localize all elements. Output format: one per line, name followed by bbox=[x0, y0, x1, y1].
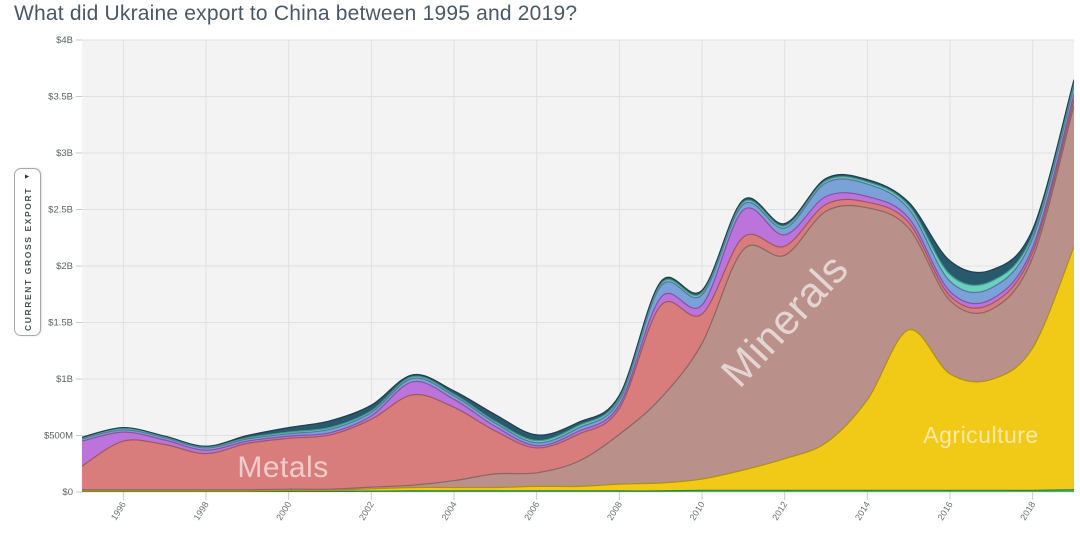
x-tick-label: 2008 bbox=[605, 500, 624, 522]
area-edge-other-teal bbox=[82, 82, 1074, 448]
area-label-metals: Metals bbox=[237, 451, 328, 484]
area-edge-other-blue bbox=[82, 86, 1074, 449]
area-edge-minerals bbox=[82, 105, 1074, 491]
x-tick-label: 2016 bbox=[936, 500, 955, 522]
x-axis: 1996 1998 2000 2002 2004 2006 2008 2010 2012 2014… bbox=[109, 492, 1037, 522]
area-label-agriculture: Agriculture bbox=[923, 422, 1038, 448]
page-title: What did Ukraine export to China between… bbox=[14, 2, 578, 25]
x-tick-label: 2018 bbox=[1018, 500, 1037, 522]
x-tick-label: 1998 bbox=[192, 500, 211, 522]
area-edge-agriculture bbox=[82, 246, 1074, 492]
dropdown-caret-icon: ▼ bbox=[24, 173, 31, 180]
y-tick-label: $2.5B bbox=[48, 205, 73, 216]
y-axis: $0 $500M $1B $1.5B $2B $2.5B $3B $3.5B $4B bbox=[44, 35, 82, 498]
area-edge-metals bbox=[82, 99, 1074, 467]
x-tick-label: 2000 bbox=[274, 500, 293, 522]
x-tick-label: 2002 bbox=[357, 500, 376, 522]
current-gross-export-button[interactable]: CURRENT GROSS EXPORT ▼ bbox=[14, 168, 41, 336]
x-tick-label: 2010 bbox=[688, 500, 707, 522]
area-edge-other-purple bbox=[82, 94, 1074, 451]
x-tick-label: 2004 bbox=[440, 500, 459, 522]
y-tick-label: $2B bbox=[56, 261, 73, 272]
y-tick-label: $1B bbox=[56, 374, 73, 385]
x-tick-label: 2014 bbox=[853, 500, 872, 522]
x-tick-label: 1996 bbox=[109, 500, 128, 522]
area-series-group[interactable] bbox=[82, 79, 1074, 493]
y-tick-label: $1.5B bbox=[48, 318, 73, 329]
area-minerals[interactable] bbox=[82, 105, 1074, 493]
y-tick-label: $3B bbox=[56, 148, 73, 159]
x-tick-label: 2006 bbox=[522, 500, 541, 522]
y-tick-label: $500M bbox=[44, 431, 73, 442]
area-agriculture[interactable] bbox=[82, 246, 1074, 492]
area-edge-other-navy bbox=[82, 79, 1074, 447]
y-tick-label: $4B bbox=[56, 35, 73, 46]
y-tick-label: $0 bbox=[62, 487, 73, 498]
axis-button-label: CURRENT GROSS EXPORT bbox=[22, 187, 33, 331]
x-tick-label: 2012 bbox=[770, 500, 789, 522]
y-tick-label: $3.5B bbox=[48, 92, 73, 103]
